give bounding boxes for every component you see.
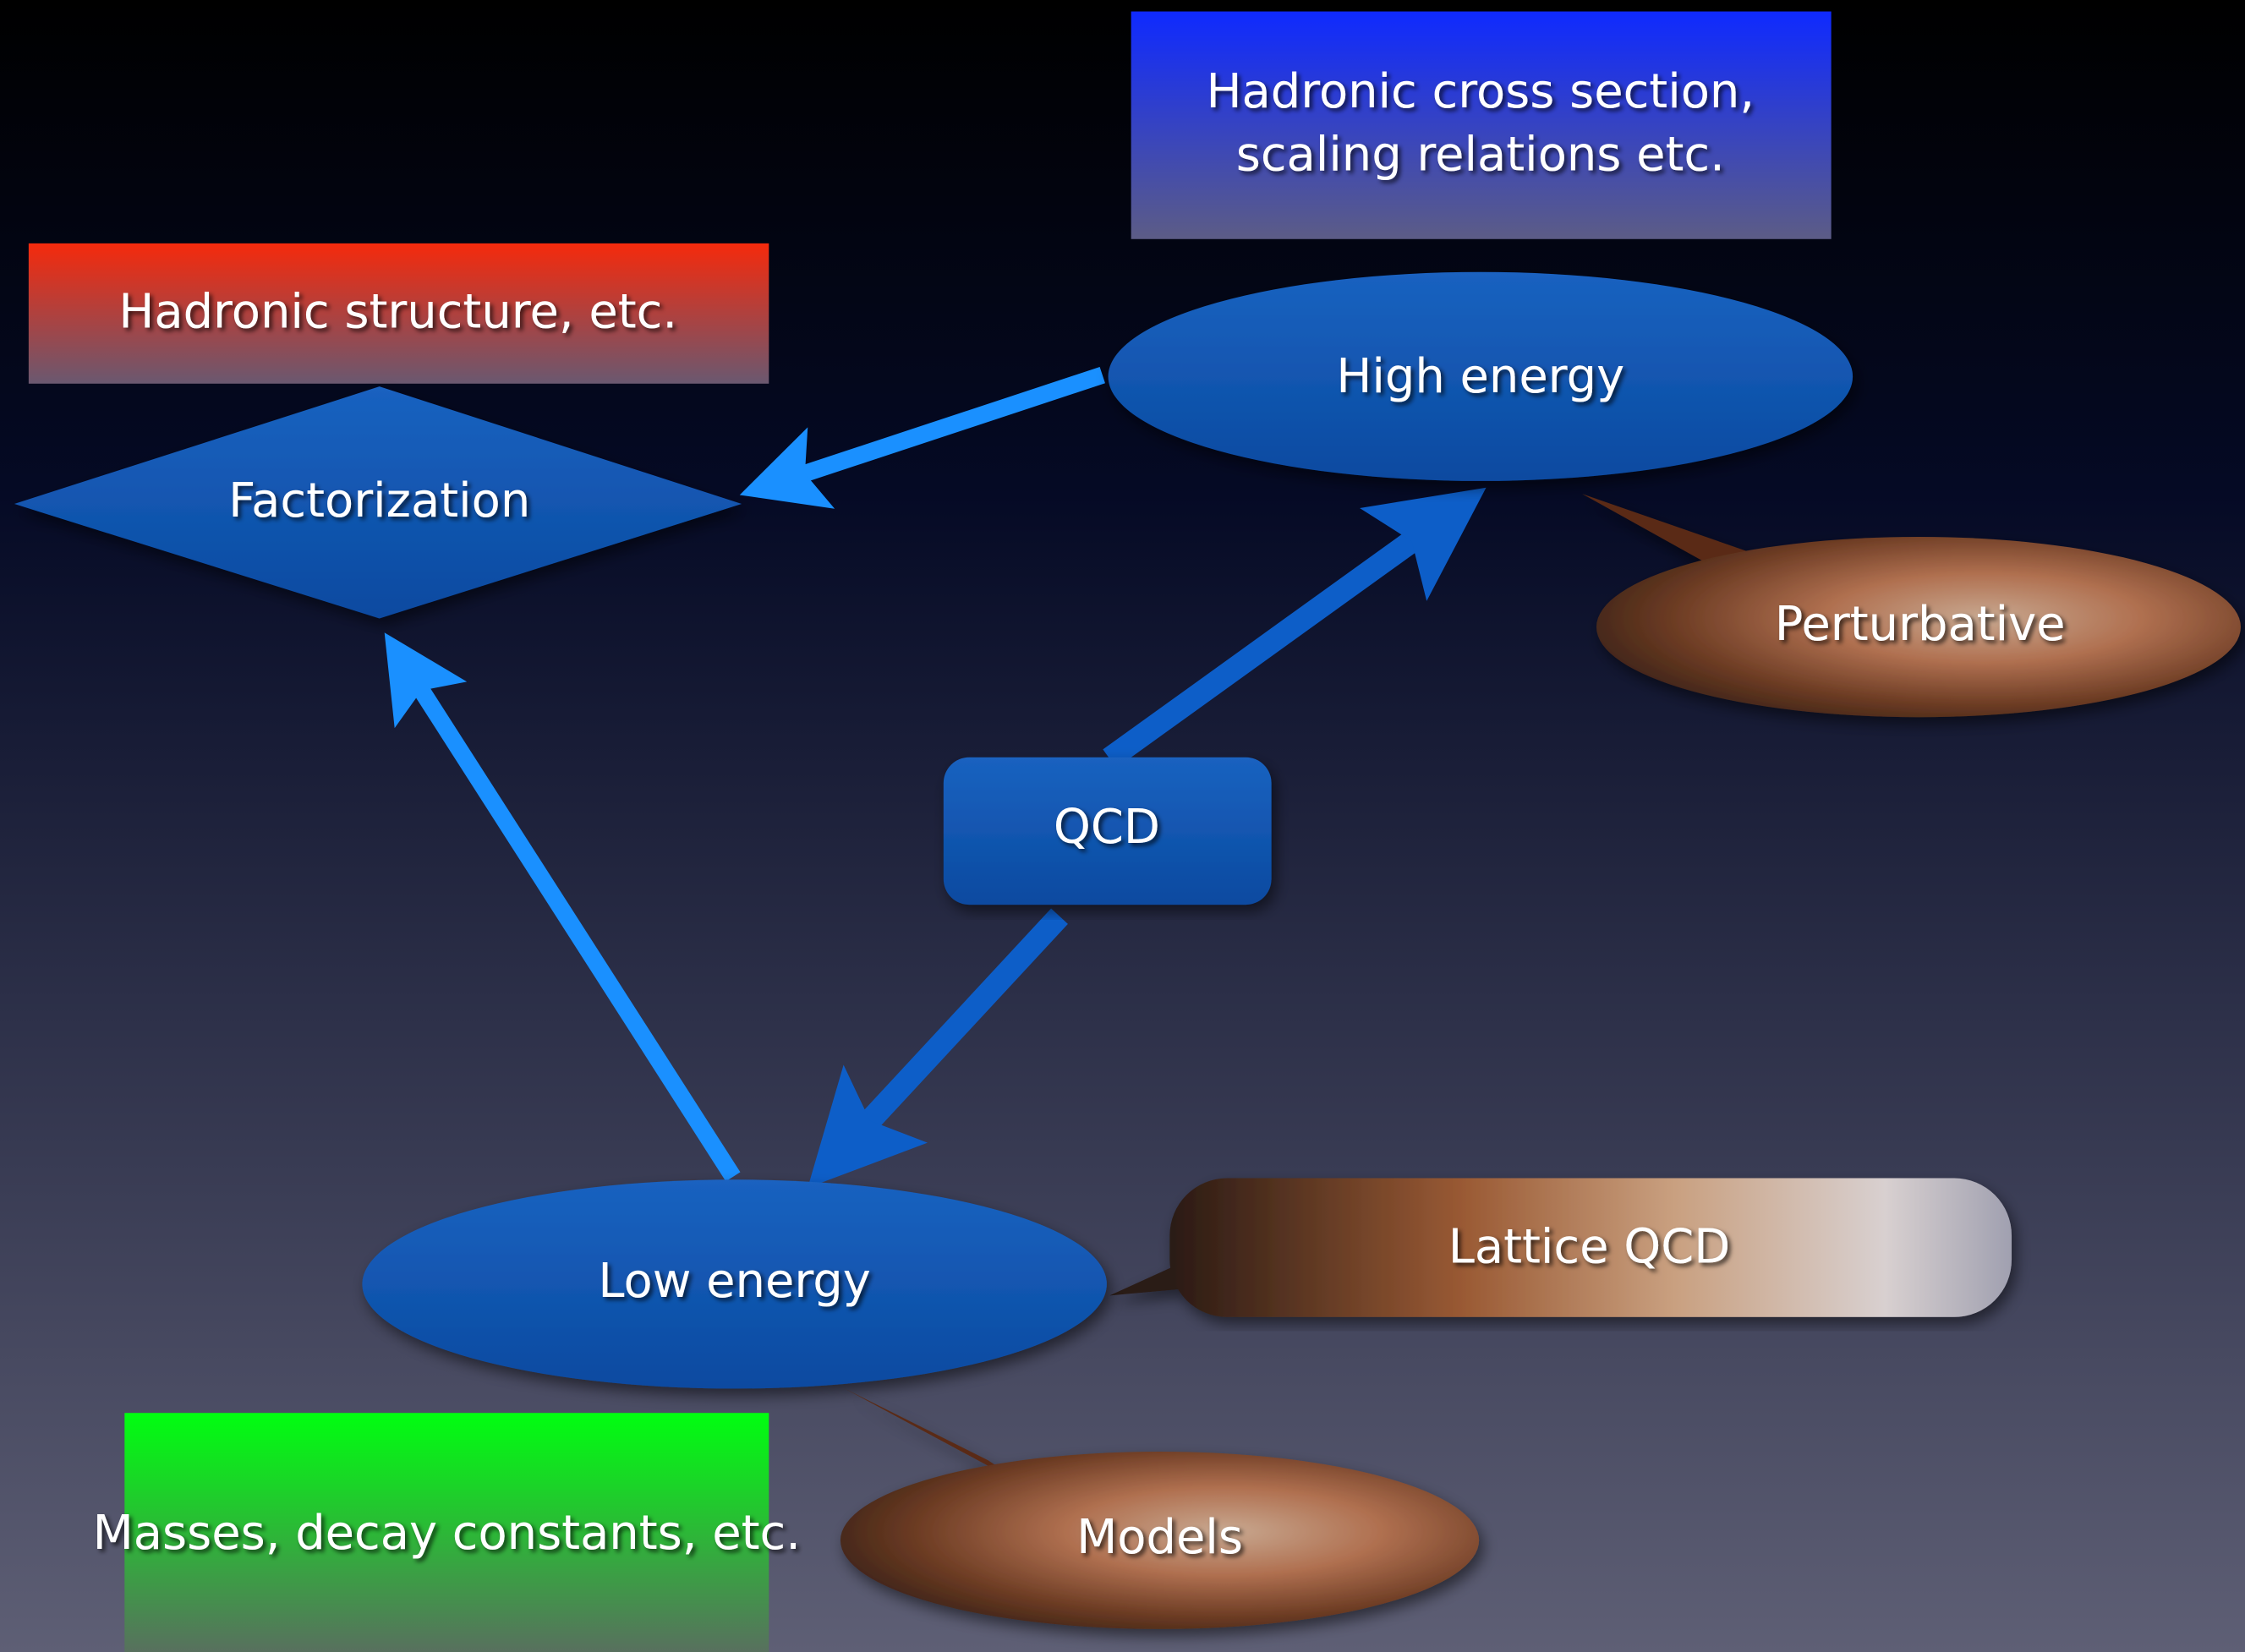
node-label: Lattice QCD xyxy=(1448,1219,1731,1274)
red-box xyxy=(28,243,769,384)
diamond xyxy=(14,386,742,619)
node-label: QCD xyxy=(1054,800,1160,855)
bubble xyxy=(1582,494,2241,718)
green-box xyxy=(124,1413,769,1652)
bubble xyxy=(840,1388,1480,1629)
node-label: Factorization xyxy=(228,473,530,528)
node-label: High energy xyxy=(1336,349,1624,404)
blue-box xyxy=(1131,11,1832,239)
node-label: Hadronic cross section, xyxy=(1207,64,1755,119)
arrow xyxy=(739,366,1105,509)
rounded-box xyxy=(943,757,1272,905)
node-label: Hadronic structure, etc. xyxy=(118,285,677,340)
node-label: Masses, decay constants, etc. xyxy=(93,1506,801,1561)
arrow xyxy=(1103,487,1487,769)
node-label: Low energy xyxy=(598,1254,870,1309)
arrow xyxy=(384,632,741,1182)
bubble xyxy=(1109,1178,2012,1317)
node-label: scaling relations etc. xyxy=(1236,127,1725,182)
ellipse xyxy=(1108,271,1853,481)
ellipse xyxy=(362,1179,1107,1389)
node-label: Models xyxy=(1076,1510,1243,1565)
arrow xyxy=(808,908,1068,1188)
node-label: Perturbative xyxy=(1775,597,2066,652)
